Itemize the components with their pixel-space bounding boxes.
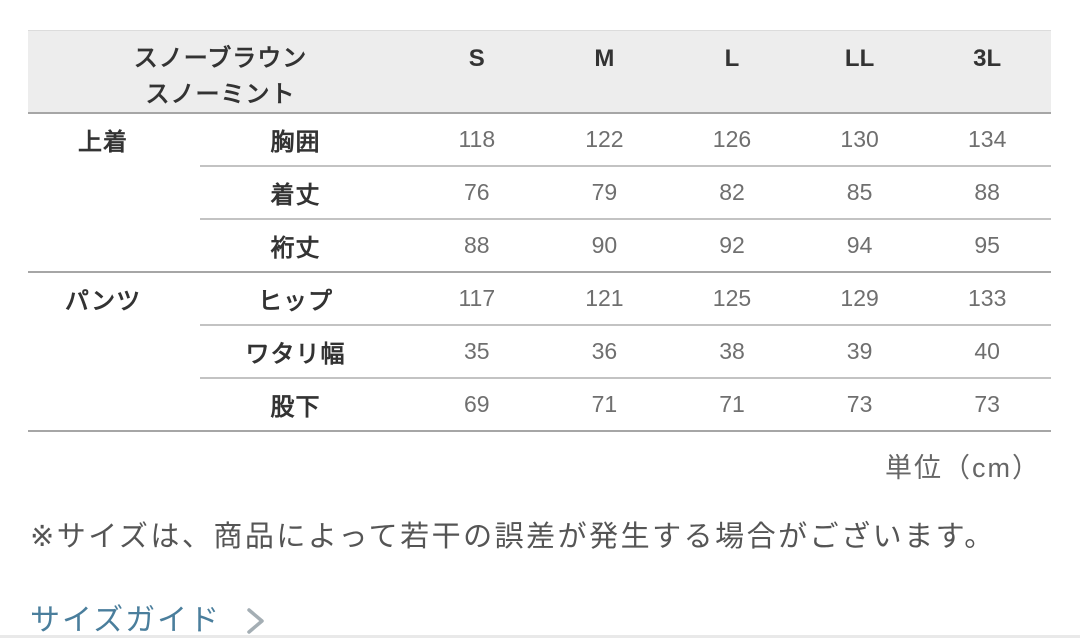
cell-value: 36: [591, 338, 618, 364]
size-chart-header-row: スノーブラウン スノーミント S M L LL 3L: [28, 30, 1051, 112]
table-row-sleeve-length: 裄丈 88 90 92 94 95: [28, 220, 1051, 271]
cell-value: 130: [840, 126, 879, 152]
color-name-cell: スノーブラウン スノーミント: [28, 31, 413, 113]
divider-inner: [200, 218, 1051, 220]
cell-value: 40: [974, 338, 1000, 364]
cell-value: 126: [712, 126, 752, 152]
cell-value: 85: [846, 179, 873, 205]
cell-value: 133: [968, 285, 1007, 311]
cell-value: 92: [719, 232, 745, 258]
row-label-thigh-width: ワタリ幅: [245, 341, 346, 368]
cell-value: 94: [846, 232, 873, 258]
cell-value: 82: [719, 179, 745, 205]
cell-value: 129: [840, 285, 879, 311]
size-header-m: M: [594, 45, 615, 72]
cell-value: 71: [591, 391, 618, 417]
cell-value: 38: [719, 338, 745, 364]
divider-header-bottom: [28, 112, 1051, 114]
table-row-hip: パンツ ヒップ 117 121 125 129 133: [28, 273, 1051, 324]
size-guide-label: サイズガイド: [30, 604, 222, 637]
chevron-right-icon: [247, 608, 264, 634]
cell-value: 134: [968, 126, 1007, 152]
cell-value: 73: [974, 391, 1000, 417]
group-label-jacket: 上着: [78, 129, 128, 156]
cell-value: 95: [974, 232, 1000, 258]
row-label-sleeve-length: 裄丈: [270, 235, 321, 262]
row-label-chest: 胸囲: [270, 129, 321, 156]
divider-inner: [200, 324, 1051, 326]
divider-inner: [200, 165, 1051, 167]
cell-value: 76: [464, 179, 490, 205]
cell-value: 73: [846, 391, 873, 417]
divider-section: [28, 271, 1051, 273]
cell-value: 35: [464, 338, 490, 364]
cell-value: 88: [974, 179, 1000, 205]
size-disclaimer-note: ※サイズは、商品によって若干の誤差が発生する場合がございます。: [30, 521, 996, 553]
cell-value: 122: [585, 126, 624, 152]
cell-value: 117: [458, 285, 496, 311]
size-guide-link[interactable]: サイズガイド: [30, 601, 267, 641]
cell-value: 39: [846, 338, 873, 364]
row-label-inseam: 股下: [270, 394, 321, 421]
cell-value: 69: [464, 391, 490, 417]
table-row-body-length: 着丈 76 79 82 85 88: [28, 167, 1051, 218]
cell-value: 71: [719, 391, 745, 417]
cell-value: 125: [712, 285, 752, 311]
divider-inner: [200, 377, 1051, 379]
cell-value: 79: [591, 179, 618, 205]
row-label-hip: ヒップ: [258, 288, 333, 315]
size-chart-table: スノーブラウン スノーミント S M L LL 3L 上着 胸囲 118 122…: [28, 30, 1051, 485]
cell-value: 118: [458, 126, 496, 152]
page-section-divider: [0, 635, 1080, 638]
cell-value: 88: [464, 232, 490, 258]
table-row-chest: 上着 胸囲 118 122 126 130 134: [28, 114, 1051, 165]
unit-label: 単位（cm）: [885, 453, 1041, 483]
size-header-l: L: [724, 45, 740, 72]
group-label-pants: パンツ: [64, 288, 142, 315]
color-name-mint: スノーミント: [145, 81, 296, 108]
color-name-brown: スノーブラウン: [133, 45, 308, 72]
size-header-ll: LL: [844, 45, 875, 72]
table-row-inseam: 股下 69 71 71 73 73: [28, 379, 1051, 430]
row-label-body-length: 着丈: [270, 182, 321, 209]
cell-value: 90: [591, 232, 618, 258]
cell-value: 121: [585, 285, 624, 311]
size-header-3l: 3L: [973, 45, 1002, 72]
table-row-thigh-width: ワタリ幅 35 36 38 39 40: [28, 326, 1051, 377]
size-header-s: S: [468, 45, 485, 72]
divider-table-bottom: [28, 430, 1051, 432]
